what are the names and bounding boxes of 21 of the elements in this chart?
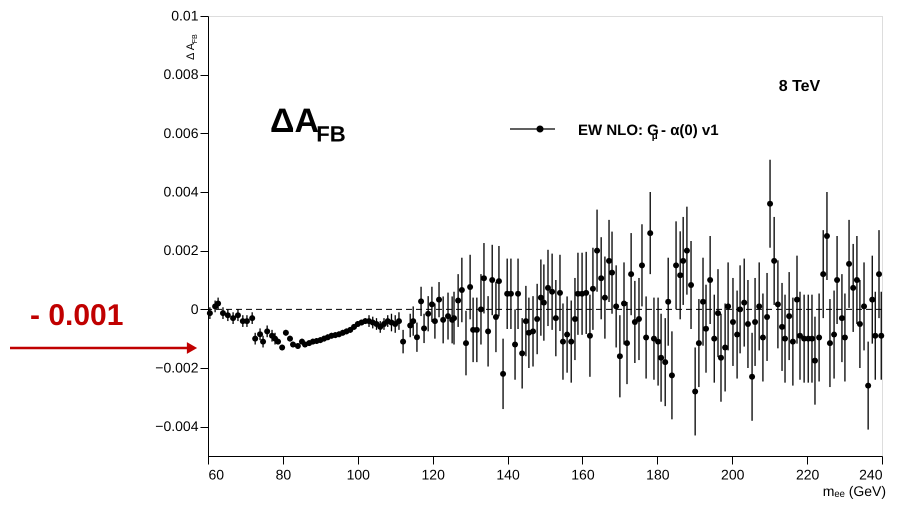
y-tick-label: −0.004 [155,418,199,434]
y-tick-label: −0.002 [155,360,199,376]
annotation: 8 TeV [778,78,821,95]
y-tick-label: 0.006 [163,124,199,141]
x-tick-label: 120 [421,466,446,482]
x-tick-label: 80 [276,466,292,482]
y-tick-label: 0.01 [171,8,199,24]
x-tick-label: 180 [646,466,670,482]
x-tick-label: 100 [346,466,370,482]
x-tick-label: 200 [721,466,745,482]
y-tick-label: 0.002 [163,242,199,258]
x-tick-label: 60 [208,466,224,482]
x-tick-label: 140 [496,466,520,482]
x-tick-label: 240 [859,466,883,482]
y-tick-label: 0.008 [163,66,199,82]
y-tick-label: 0 [190,300,199,317]
y-tick-label: 0.004 [163,184,199,200]
x-tick-label: 220 [796,466,820,482]
text: - 0.001 [30,299,124,332]
x-axis-title: mₑₑ (GeV) [822,483,886,499]
x-tick-label: 160 [571,466,595,482]
